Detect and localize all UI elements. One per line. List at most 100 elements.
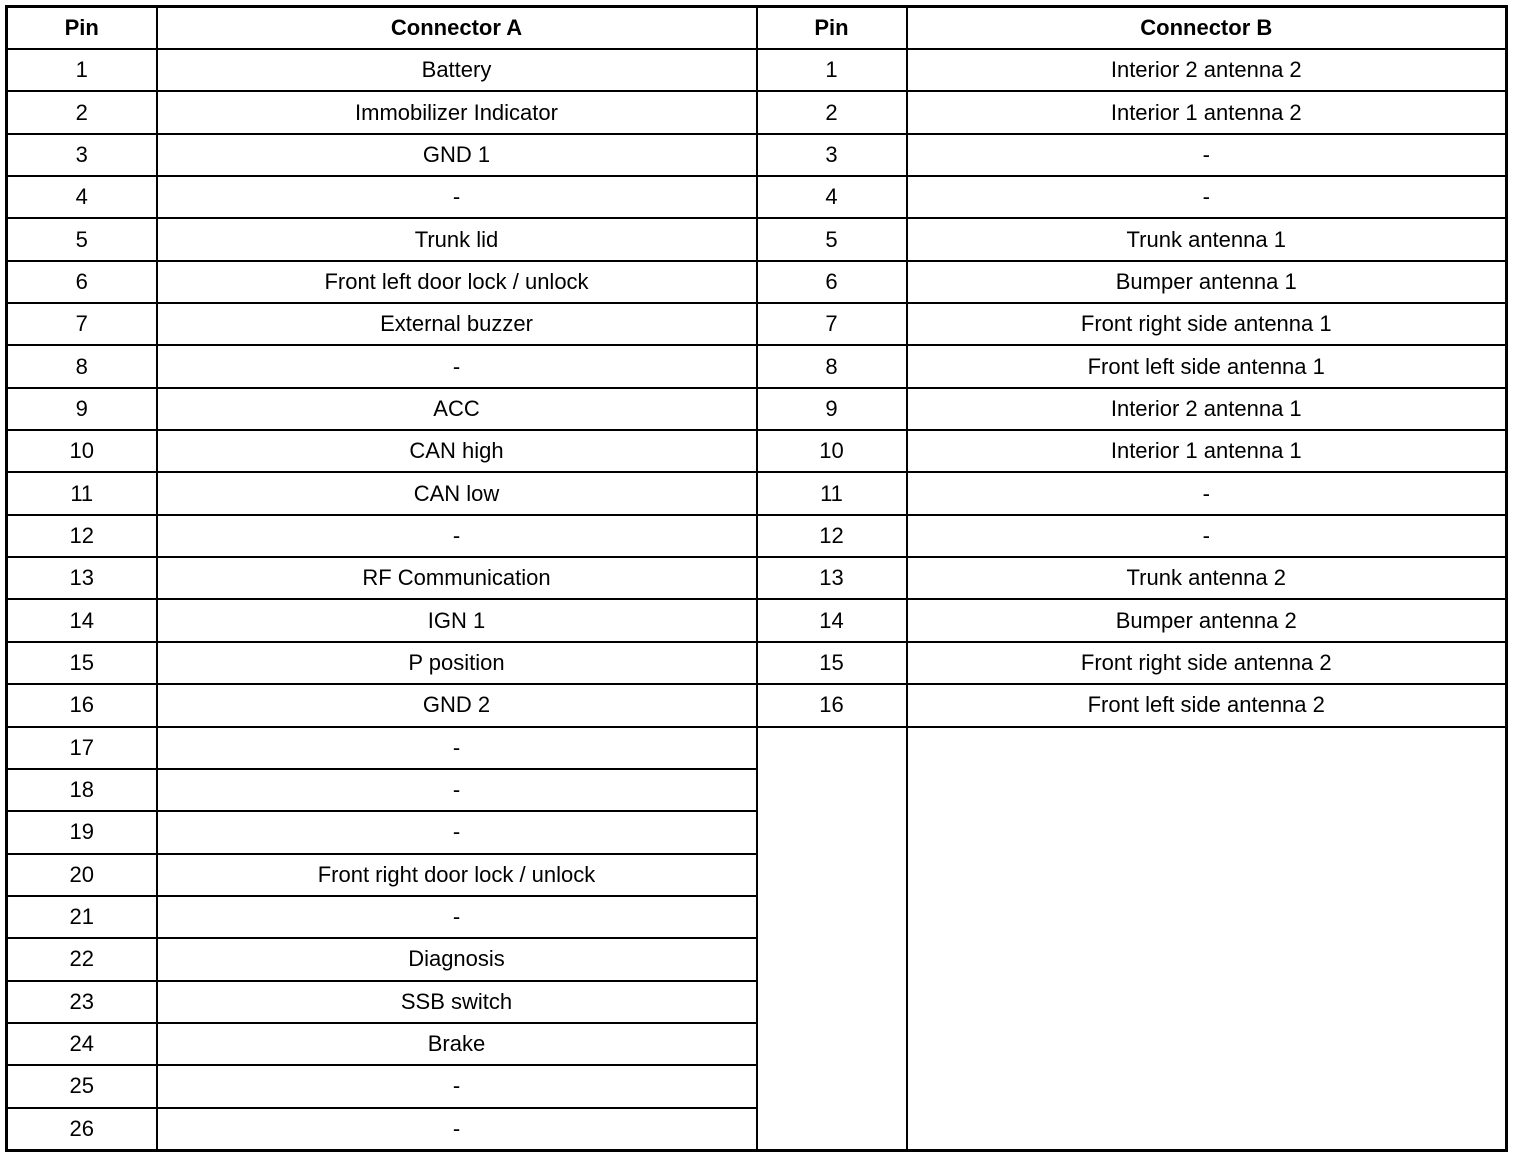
table-row: 22 Diagnosis xyxy=(5,937,1507,982)
function-a: Battery xyxy=(155,47,758,93)
table-row: 24 Brake xyxy=(5,1021,1507,1067)
table-row: 4-4- xyxy=(5,175,1508,220)
function-b: Bumper antenna 2 xyxy=(905,598,1508,643)
pin-a: 2 xyxy=(5,90,158,135)
pin-a: 25 xyxy=(5,1064,158,1109)
pin-a: 15 xyxy=(5,640,158,686)
function-b: Front left side antenna 1 xyxy=(905,344,1508,389)
pin-b: 2 xyxy=(755,90,908,135)
pin-a: 3 xyxy=(5,132,158,178)
function-b: Interior 1 antenna 2 xyxy=(905,90,1508,135)
function-b: Bumper antenna 1 xyxy=(905,259,1508,305)
pin-a: 6 xyxy=(5,259,158,305)
pin-b: 7 xyxy=(755,302,908,347)
table-row: 12-12- xyxy=(5,513,1508,559)
table-row: 11 CAN low 11- xyxy=(5,471,1508,516)
pin-b: 12 xyxy=(755,513,908,559)
table-row: 21- xyxy=(5,894,1507,940)
function-b: - xyxy=(905,471,1508,516)
table-row: 14 IGN 1 14 Bumper antenna 2 xyxy=(5,598,1508,643)
pin-b: 4 xyxy=(755,175,908,220)
table-row: 6 Front left door lock / unlock 6 Bumper an… xyxy=(5,259,1508,305)
function-a: - xyxy=(155,725,758,770)
pin-b: 9 xyxy=(755,386,908,432)
function-b: Interior 1 antenna 1 xyxy=(905,429,1508,474)
pin-b: 6 xyxy=(755,259,908,305)
pin-a: 12 xyxy=(5,513,158,559)
pin-a: 13 xyxy=(5,556,158,601)
pin-a: 16 xyxy=(5,683,158,728)
function-a: Diagnosis xyxy=(155,937,758,982)
function-a: - xyxy=(155,1106,758,1152)
pin-b: 3 xyxy=(755,132,908,178)
pin-a: 14 xyxy=(5,598,158,643)
empty-pin-b xyxy=(755,725,908,1152)
function-b: - xyxy=(905,132,1508,178)
table-row: 17- xyxy=(5,725,1508,1152)
function-a: Immobilizer Indicator xyxy=(155,90,758,135)
table-row: 25- xyxy=(5,1064,1507,1109)
pin-a: 9 xyxy=(5,386,158,432)
header-connector-b: Connector B xyxy=(905,5,1508,50)
pin-a: 5 xyxy=(5,217,158,262)
table-row: 2 Immobilizer Indicator 2 Interior 1 antenn… xyxy=(5,90,1508,135)
function-b: Front right side antenna 1 xyxy=(905,302,1508,347)
table-row: 26- xyxy=(5,1106,1507,1152)
pin-b: 14 xyxy=(755,598,908,643)
table-row: 9 ACC 9 Interior 2 antenna 1 xyxy=(5,386,1508,432)
function-b: Trunk antenna 1 xyxy=(905,217,1508,262)
function-a: - xyxy=(155,767,758,813)
pin-a: 20 xyxy=(5,852,158,897)
function-a: - xyxy=(155,1064,758,1109)
pin-a: 4 xyxy=(5,175,158,220)
pin-b: 10 xyxy=(755,429,908,474)
pin-a: 24 xyxy=(5,1021,158,1067)
function-b: Trunk antenna 2 xyxy=(905,556,1508,601)
function-b: Front right side antenna 2 xyxy=(905,640,1508,686)
header-pin-a: Pin xyxy=(5,5,158,50)
function-a: Trunk lid xyxy=(155,217,758,262)
pin-b: 5 xyxy=(755,217,908,262)
pin-a: 18 xyxy=(5,767,158,813)
function-b: Front left side antenna 2 xyxy=(905,683,1508,728)
header-row: Pin Connector A Pin Connector B xyxy=(5,5,1508,50)
table-row: 19- xyxy=(5,810,1507,855)
function-b: - xyxy=(905,175,1508,220)
function-a: Brake xyxy=(155,1021,758,1067)
table-row: 13 RF Communication 13 Trunk antenna 2 xyxy=(5,556,1508,601)
function-a: ACC xyxy=(155,386,758,432)
table-row: 8-8 Front left side antenna 1 xyxy=(5,344,1508,389)
function-a: RF Communication xyxy=(155,556,758,601)
function-a: IGN 1 xyxy=(155,598,758,643)
pin-b: 11 xyxy=(755,471,908,516)
function-a: - xyxy=(155,810,758,855)
table-row: 7 External buzzer 7 Front right side antenn… xyxy=(5,302,1508,347)
function-a: SSB switch xyxy=(155,979,758,1024)
table-row: 20 Front right door lock / unlock xyxy=(5,852,1507,897)
function-a: Front right door lock / unlock xyxy=(155,852,758,897)
pin-a: 11 xyxy=(5,471,158,516)
function-a: - xyxy=(155,175,758,220)
pin-a: 26 xyxy=(5,1106,158,1152)
pin-a: 22 xyxy=(5,937,158,982)
empty-function-b xyxy=(905,725,1508,1152)
pin-a: 17 xyxy=(5,725,158,770)
pin-a: 1 xyxy=(5,47,158,93)
table-row: 10 CAN high 10 Interior 1 antenna 1 xyxy=(5,429,1508,474)
pin-a: 7 xyxy=(5,302,158,347)
function-b: Interior 2 antenna 2 xyxy=(905,47,1508,93)
table-row: 18- xyxy=(5,767,1507,813)
function-a: - xyxy=(155,513,758,559)
pin-b: 15 xyxy=(755,640,908,686)
table-row: 1 Battery 1 Interior 2 antenna 2 xyxy=(5,47,1508,93)
function-a: - xyxy=(155,344,758,389)
function-b: Interior 2 antenna 1 xyxy=(905,386,1508,432)
pin-b: 1 xyxy=(755,47,908,93)
function-a: - xyxy=(155,894,758,940)
function-b: - xyxy=(905,513,1508,559)
pin-a: 23 xyxy=(5,979,158,1024)
pin-b: 8 xyxy=(755,344,908,389)
pin-b: 16 xyxy=(755,683,908,728)
pin-b: 13 xyxy=(755,556,908,601)
